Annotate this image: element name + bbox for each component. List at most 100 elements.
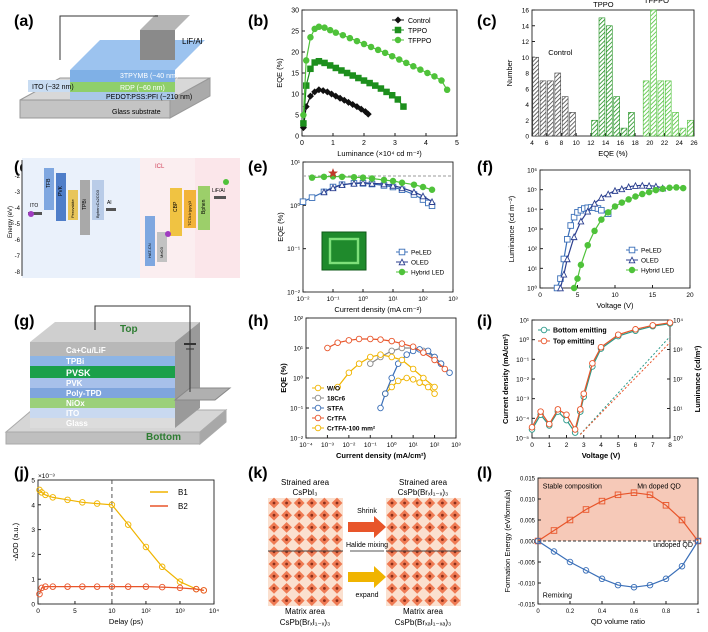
k-tr-formula: CsPb(BrₓI₁₋ₓ)₃: [398, 488, 449, 497]
y-axis-label: Number: [505, 59, 514, 86]
legend-label: CrTFA-100 mm²: [327, 426, 376, 433]
g-label-glass: Glass: [66, 419, 88, 428]
x-tick-label: 10¹: [388, 296, 398, 303]
series-b1-point: [42, 491, 49, 499]
series-3-point: [409, 343, 417, 351]
g-label-niox: NiOx: [66, 399, 85, 408]
legend-label: B2: [178, 502, 188, 511]
annotation-tppo: TPPO: [593, 0, 614, 9]
series-mn-doped-point: [678, 516, 686, 524]
g-layer-ito: [30, 408, 175, 418]
x-tick-label: 6: [634, 442, 638, 449]
octahedron-center: [390, 526, 394, 529]
octahedron-center: [285, 574, 288, 578]
y-axis-label: Formation Energy (eV/formula): [503, 489, 512, 592]
series-b2-point: [176, 584, 184, 592]
bar-control: [561, 96, 569, 137]
x-tick-label: 10: [611, 292, 619, 299]
series-hybrid-led-point: [574, 275, 581, 282]
series-undoped-point: [678, 562, 686, 570]
series-tppo-point: [360, 77, 368, 84]
series-oled-point: [380, 180, 388, 188]
series-1-point: [666, 319, 674, 326]
x-tick-label: 8: [560, 140, 564, 147]
bar-control: [554, 72, 562, 137]
band-ito: [28, 212, 42, 215]
bar-tfppo: [687, 119, 694, 137]
series-4-point: [334, 383, 341, 391]
octahedron-center: [415, 501, 419, 505]
series-oled-point: [563, 255, 571, 263]
k-tl-formula: CsPbI₃: [292, 488, 317, 497]
series-peled-point: [308, 194, 316, 201]
bar-tfppo: [650, 9, 657, 137]
g-label-polytpd: Poly-TPD: [66, 389, 102, 398]
series-b1-line: [39, 489, 204, 591]
octahedron-center: [441, 513, 444, 517]
y-tick-label: 10⁻²: [516, 377, 530, 384]
x-tick-label: 0: [538, 292, 542, 299]
chart-e: 10⁻² 10⁻¹ 10⁰ 10¹ 10² 10³ 10⁻² 10⁻¹ 10⁰ 10¹ Curren…: [276, 160, 459, 315]
panel-label-g: (g): [14, 313, 34, 330]
series-tfppo-point: [388, 52, 396, 60]
label-3tpymb: 3TPYMB (~40 nm): [120, 73, 178, 80]
legend-marker: [394, 36, 402, 44]
legend-label: Hybrid LED: [641, 268, 675, 275]
octahedron-center: [285, 526, 288, 529]
octahedron-center: [428, 526, 432, 529]
band-label-tcta: TCTA:Ir(ppy)3: [187, 200, 192, 226]
octahedron-center: [310, 526, 314, 529]
series-oled-point: [389, 181, 397, 189]
x-tick-label: 2: [362, 140, 366, 147]
legend-label: CrTFA: [327, 416, 347, 423]
series-3-point: [334, 339, 341, 346]
y-tick-label: 10⁻¹: [516, 357, 530, 364]
octahedron-center: [335, 587, 339, 590]
series-tfppo-point: [424, 69, 431, 77]
series-mn-doped-point: [614, 491, 622, 499]
series-mn-doped-point: [566, 516, 574, 524]
band-tick: -8: [15, 270, 21, 276]
legend-marker: [314, 384, 322, 392]
g-layer-polytpd: [30, 388, 175, 398]
octahedron-center: [415, 574, 419, 578]
octahedron-center: [297, 599, 301, 602]
x-tick-label: 4: [530, 140, 534, 147]
series-oled-point: [638, 181, 646, 189]
legend-label: STFA: [327, 406, 344, 413]
series-b2-point: [49, 583, 57, 590]
legend-marker: [314, 394, 322, 402]
series-tppo-point: [302, 82, 310, 89]
octahedron-center: [323, 599, 326, 602]
octahedron-center: [428, 587, 432, 590]
x-tick-label: 1: [547, 442, 551, 449]
x-tick-label: 12: [587, 140, 595, 147]
chart-f: 0 5 10 15 20 10⁰ 10¹ 10² 10³ 10⁴ 10⁵ 10⁶ Voltage (V)…: [507, 168, 694, 311]
band-lif: [214, 196, 226, 199]
series-tfppo-point: [321, 24, 328, 31]
series-mn-doped-point: [646, 491, 654, 499]
series-undoped-point: [694, 537, 702, 545]
k-label-expand: expand: [356, 592, 379, 599]
y-tick-label: 0: [525, 134, 529, 141]
series-2-point: [388, 374, 395, 382]
series-tppo-point: [366, 79, 373, 87]
y2-tick-label: 10⁴: [673, 318, 683, 325]
k-tr-title: Strained area: [399, 478, 448, 487]
x-tick-label: 10⁻²: [342, 442, 356, 449]
series-tppo-point: [307, 65, 314, 73]
octahedron-center: [310, 562, 314, 566]
series-tfppo-point: [307, 34, 314, 41]
series-tppo-point: [315, 57, 323, 65]
panel-label-j: (j): [14, 465, 29, 482]
legend-label: Hybrid LED: [411, 270, 445, 277]
label-pedot: PEDOT:PSS:PFI (~210 nm): [106, 94, 192, 101]
series-b2-point: [79, 583, 86, 590]
octahedron-center: [297, 574, 301, 578]
panel-label-b: (b): [248, 13, 268, 30]
x-tick-label: 26: [690, 140, 698, 147]
octahedron-center: [441, 501, 444, 505]
series-hybrid-led-point: [389, 177, 397, 185]
series-oled-point: [618, 185, 626, 193]
legend-marker: [394, 26, 402, 34]
